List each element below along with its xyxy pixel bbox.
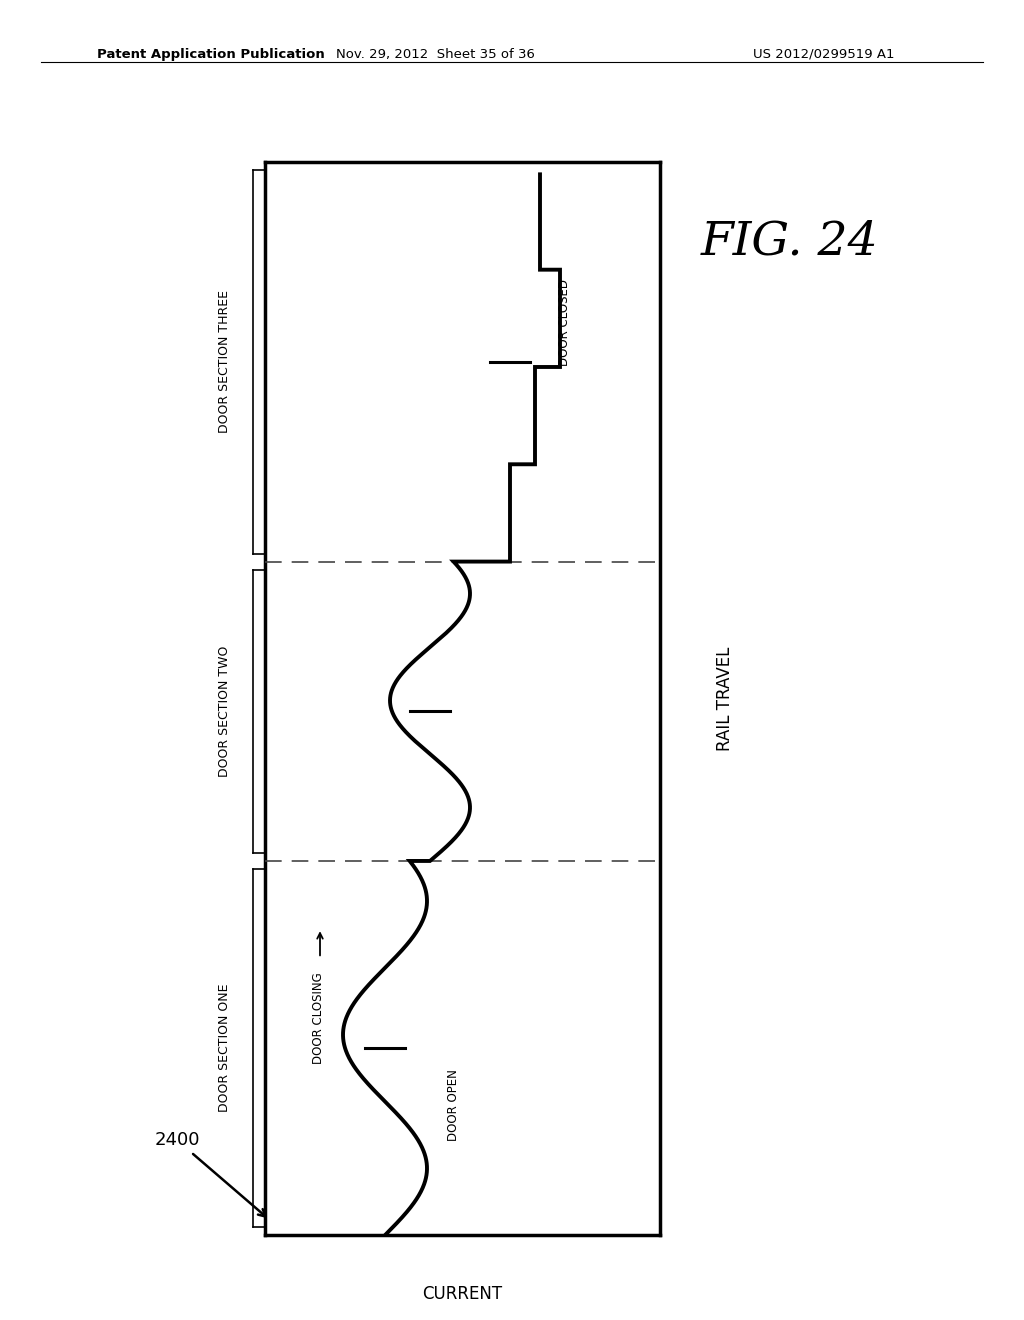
Text: RAIL TRAVEL: RAIL TRAVEL <box>716 647 734 751</box>
Text: Patent Application Publication: Patent Application Publication <box>97 48 325 61</box>
Text: 2400: 2400 <box>155 1131 266 1217</box>
Text: DOOR CLOSED: DOOR CLOSED <box>558 279 571 366</box>
Text: US 2012/0299519 A1: US 2012/0299519 A1 <box>753 48 894 61</box>
Text: DOOR SECTION ONE: DOOR SECTION ONE <box>218 983 231 1113</box>
Text: CURRENT: CURRENT <box>423 1286 503 1303</box>
Text: FIG. 24: FIG. 24 <box>701 219 879 265</box>
Text: DOOR OPEN: DOOR OPEN <box>447 1069 460 1142</box>
Text: DOOR CLOSING: DOOR CLOSING <box>311 973 325 1064</box>
Text: Nov. 29, 2012  Sheet 35 of 36: Nov. 29, 2012 Sheet 35 of 36 <box>336 48 535 61</box>
Text: DOOR SECTION TWO: DOOR SECTION TWO <box>218 645 231 777</box>
Text: DOOR SECTION THREE: DOOR SECTION THREE <box>218 290 231 433</box>
